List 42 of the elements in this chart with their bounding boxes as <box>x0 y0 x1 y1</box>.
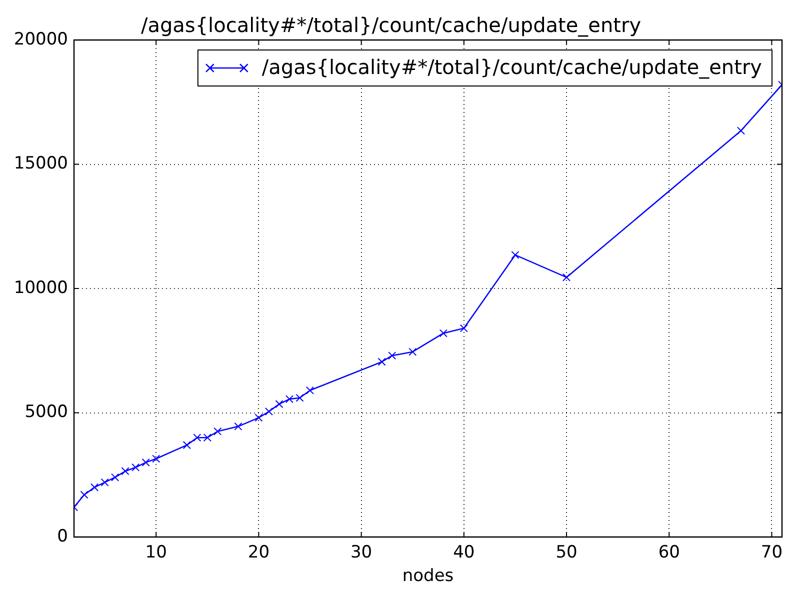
x-tick-label: 30 <box>350 542 372 563</box>
point <box>306 386 314 394</box>
legend-label: /agas{locality#*/total}/count/cache/update_entry <box>262 55 762 80</box>
point <box>80 490 88 499</box>
point <box>562 273 571 282</box>
point <box>132 463 140 472</box>
point <box>90 483 99 492</box>
point <box>100 478 109 486</box>
point <box>439 329 448 338</box>
point <box>378 358 386 366</box>
x-tick-label: 70 <box>760 542 783 563</box>
point <box>264 407 273 416</box>
y-tick-label: 0 <box>57 526 68 546</box>
point <box>275 400 284 408</box>
x-axis-title: nodes <box>402 566 454 586</box>
point <box>111 473 120 482</box>
y-tick-label: 5000 <box>24 402 68 422</box>
point <box>234 422 242 430</box>
point <box>285 395 294 404</box>
point <box>460 324 468 332</box>
y-tick-label: 15000 <box>14 154 68 174</box>
x-tick-label: 20 <box>248 542 270 563</box>
point <box>408 348 417 356</box>
x-tick-label: 50 <box>556 542 578 563</box>
point <box>182 441 191 450</box>
x-tick-label: 60 <box>658 542 680 563</box>
point <box>121 467 130 476</box>
y-tick-label: 20000 <box>14 29 68 50</box>
x-tick-label: 40 <box>453 542 475 563</box>
point <box>193 434 202 442</box>
x-tick-label: 10 <box>145 542 167 563</box>
point <box>511 250 520 259</box>
chart-title: /agas{locality#*/total}/count/cache/update_entry <box>140 13 642 38</box>
point <box>296 394 304 402</box>
point <box>203 434 212 442</box>
point <box>254 414 263 422</box>
point <box>214 427 222 436</box>
point <box>142 458 150 466</box>
y-tick-label: 10000 <box>14 278 68 298</box>
point <box>736 126 745 135</box>
point <box>388 352 396 360</box>
point <box>152 454 160 463</box>
